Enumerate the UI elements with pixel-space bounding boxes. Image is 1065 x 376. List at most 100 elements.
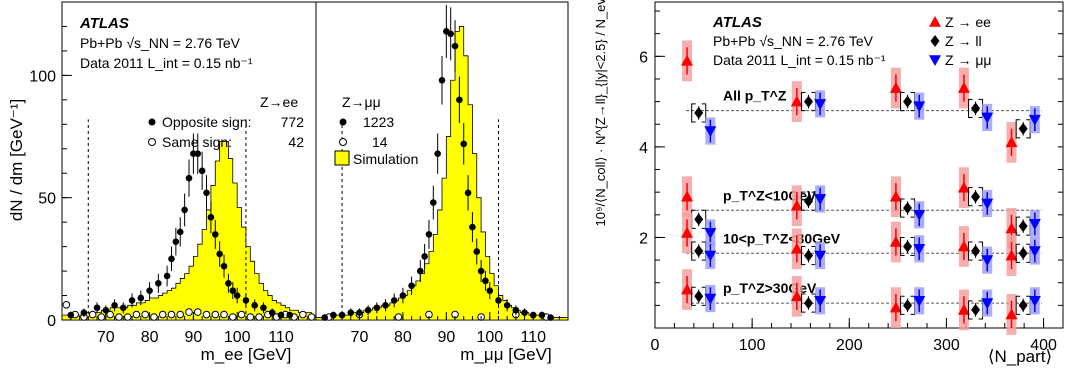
ll-point [1018,122,1028,135]
opposite-sign-point [194,150,202,157]
same-sign-point [185,308,193,316]
opposite-sign-point [172,238,180,246]
opposite-sign-point [185,174,193,182]
ll-point [803,297,813,310]
same-sign-point [237,310,246,319]
mumu-point [704,126,717,138]
legend-same-count: 42 [288,134,304,150]
opposite-sign-point [438,76,446,84]
mumu-panel: 70 80 90 100 110 [315,4,569,346]
yield-experiment-label: ATLAS [712,14,762,31]
x-tick-label: 80 [394,329,412,346]
legend-mumu-marker [929,55,941,66]
ll-bracket-left [900,198,905,218]
legend-ll-label: Z → ll [945,33,982,49]
mumu-point [704,293,717,305]
opposite-sign-point [93,304,101,312]
mumu-point [1028,246,1041,258]
legend-mumu-same-count: 14 [372,134,388,150]
collision-label: Pb+Pb √s_NN = 2.76 TeV [80,35,241,51]
opposite-sign-point [181,206,188,214]
opposite-sign-point [447,30,454,38]
yield-y-tick-label: 4 [639,140,648,157]
same-sign-point [299,310,307,319]
opposite-sign-point [111,302,118,309]
same-sign-point [246,313,255,321]
opposite-sign-point [425,231,433,238]
yield-y-tick-label: 2 [639,230,648,247]
mumu-point [814,250,827,262]
legend-mumu-opposite-count: 1223 [363,114,394,130]
legend-ee-label: Z → ee [945,14,991,30]
opposite-sign-point [382,302,389,309]
yield-panel: 0 100 200 300 400 2 4 6 All p_T^Z p_T^Z<10GeV 10<p… [639,10,1064,354]
mumu-point [814,296,827,307]
ll-point [1018,299,1028,312]
ll-point [803,95,813,108]
ee-point [1005,136,1018,148]
ll-point [903,240,913,253]
opposite-sign-point [538,311,546,319]
opposite-sign-point [203,189,210,197]
opposite-sign-point [347,309,355,316]
ll-bracket-left [900,92,905,112]
same-sign-point [202,310,211,319]
ll-point [803,195,813,208]
legend-same-label: Same sign: [162,134,232,150]
opposite-sign-point [260,304,267,312]
opposite-sign-point [216,250,223,258]
ee-point [957,181,970,193]
group-label: 10<p_T^Z<30GeV [723,230,841,246]
same-sign-point [307,313,316,321]
x-tick-label: 70 [97,329,115,346]
ll-bracket-left [1015,216,1021,236]
y-tick-label: 0 [47,313,56,330]
ee-point [1005,222,1018,234]
mumu-point [981,198,994,210]
ll-point [694,213,704,226]
opposite-sign-point [330,311,337,319]
y-tick-label: 100 [29,68,56,85]
opposite-sign-point [251,302,258,309]
opposite-sign-point [242,297,250,304]
ee-point [957,82,970,93]
opposite-sign-point [102,306,110,314]
same-sign-point [97,313,106,321]
mumu-point [913,296,926,307]
opposite-sign-point [421,253,428,260]
mumu-point [981,298,994,310]
x-tick-label: 100 [476,329,503,346]
ll-point [903,299,913,312]
experiment-label: ATLAS [79,15,129,32]
x-tick-label: 100 [224,329,251,346]
opposite-sign-point [430,199,437,206]
opposite-sign-point [521,309,528,316]
ee-point [1005,308,1018,320]
ll-bracket-left [968,187,973,207]
opposite-sign-point [80,309,88,316]
ll-point [903,95,913,108]
legend-mumu-same-marker [339,138,347,146]
ee-point [681,283,694,295]
mumu-point [704,228,717,239]
legend-ll-marker [930,35,940,47]
same-sign-point [123,313,132,321]
same-sign-point [394,313,403,321]
opposite-sign-point [390,297,398,304]
mumu-point [913,101,926,113]
mumu-point [913,243,926,255]
same-sign-point [106,310,114,319]
group-label: p_T^Z<10GeV [723,187,817,203]
opposite-sign-point [473,248,481,255]
yield-collision-label: Pb+Pb √s_NN = 2.76 TeV [713,33,874,49]
ee-x-axis-label: m_ee [GeV] [201,345,292,364]
legend-simulation-label: Simulation [353,151,418,167]
opposite-sign-point [220,262,228,270]
ll-point [694,290,704,303]
ee-point [1005,249,1018,261]
ee-point [790,290,803,302]
ll-bracket-left [691,241,696,261]
opposite-sign-point [486,287,494,294]
opposite-sign-point [67,311,75,319]
mumu-point [981,255,994,267]
